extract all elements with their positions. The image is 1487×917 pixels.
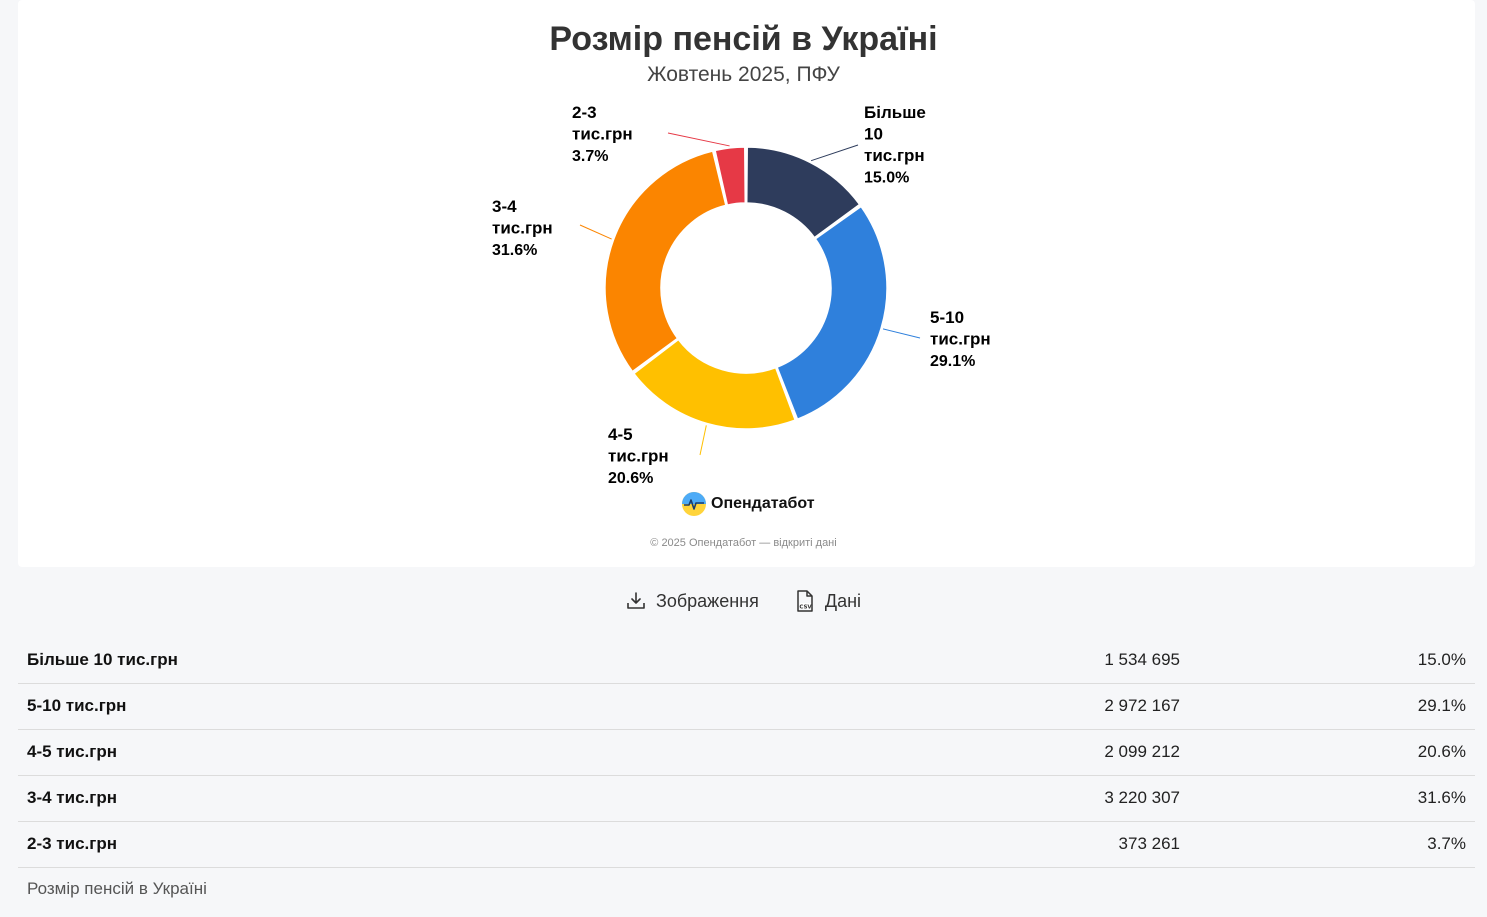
label-connector-line (810, 144, 859, 162)
chart-subtitle: Жовтень 2025, ПФУ (647, 63, 840, 86)
table-cell-percent: 15.0% (1189, 637, 1475, 684)
table-cell-category: 3-4 тис.грн (18, 775, 889, 822)
table-row: 4-5 тис.грн 2 099 212 20.6% (18, 729, 1475, 776)
table-caption: Розмір пенсій в Україні (27, 879, 207, 898)
table-cell-percent: 3.7% (1189, 821, 1475, 868)
slice-label-4-5-тис-грн: 4-5 тис.грн 20.6% (608, 425, 669, 487)
donut-slice-3-4-тис-грн[interactable] (604, 150, 727, 373)
table-cell-percent: 29.1% (1189, 683, 1475, 730)
opendatabot-logo: Опендатабот (681, 491, 815, 517)
logo-text: Опендатабот (711, 495, 815, 512)
label-connector-line (667, 132, 730, 147)
slice-label-3-4-тис-грн: 3-4 тис.грн 31.6% (492, 197, 553, 259)
chart-credit: © 2025 Опендатабот — відкриті дані (650, 537, 837, 549)
table-row: 5-10 тис.грн 2 972 167 29.1% (18, 683, 1475, 730)
table-cell-category: Більше 10 тис.грн (18, 637, 889, 684)
donut-slice-5-10-тис-грн[interactable] (776, 205, 888, 421)
label-connector-line (882, 328, 921, 339)
label-connector-line (579, 224, 612, 240)
slice-label-більше-10-тис-грн: Більше 10 тис.грн 15.0% (864, 103, 926, 187)
export-actions: Зображення CSV Дані (0, 590, 1487, 612)
download-data-button[interactable]: CSV Дані (795, 590, 861, 612)
table-row: 3-4 тис.грн 3 220 307 31.6% (18, 775, 1475, 822)
table-cell-count: 2 972 167 (889, 683, 1189, 730)
download-icon (627, 592, 645, 609)
chart-title: Розмір пенсій в Україні (549, 20, 938, 58)
donut-slice-2-3-тис-грн[interactable] (714, 146, 747, 206)
table-cell-count: 1 534 695 (889, 637, 1189, 684)
download-image-button[interactable]: Зображення (626, 590, 759, 612)
table-cell-percent: 31.6% (1189, 775, 1475, 822)
slice-label-5-10-тис-грн: 5-10 тис.грн 29.1% (930, 308, 991, 370)
donut-slice-4-5-тис-грн[interactable] (632, 338, 797, 430)
donut-slice-більше-10-тис-грн[interactable] (745, 146, 861, 239)
svg-text:CSV: CSV (799, 604, 812, 610)
csv-file-icon: CSV (797, 590, 813, 612)
table-cell-category: 5-10 тис.грн (18, 683, 889, 730)
table-row: 2-3 тис.грн 373 261 3.7% (18, 821, 1475, 868)
table-cell-count: 3 220 307 (889, 775, 1189, 822)
table-row: Більше 10 тис.грн 1 534 695 15.0% (18, 637, 1475, 684)
table-cell-category: 4-5 тис.грн (18, 729, 889, 776)
table-cell-count: 373 261 (889, 821, 1189, 868)
download-image-label: Зображення (655, 590, 759, 611)
table-cell-percent: 20.6% (1189, 729, 1475, 776)
data-table: Більше 10 тис.грн 1 534 695 15.0% 5-10 т… (18, 637, 1475, 868)
download-data-label: Дані (824, 590, 862, 611)
label-connector-line (699, 425, 707, 456)
table-cell-count: 2 099 212 (889, 729, 1189, 776)
chart-card (18, 0, 1475, 567)
donut-chart: Більше 10 тис.грн 15.0% 5-10 тис.грн 29.1% 4-5 т… (492, 103, 991, 487)
opendatabot-logo-icon (682, 492, 706, 516)
table-cell-category: 2-3 тис.грн (18, 821, 889, 868)
slice-label-2-3-тис-грн: 2-3 тис.грн 3.7% (572, 103, 633, 165)
